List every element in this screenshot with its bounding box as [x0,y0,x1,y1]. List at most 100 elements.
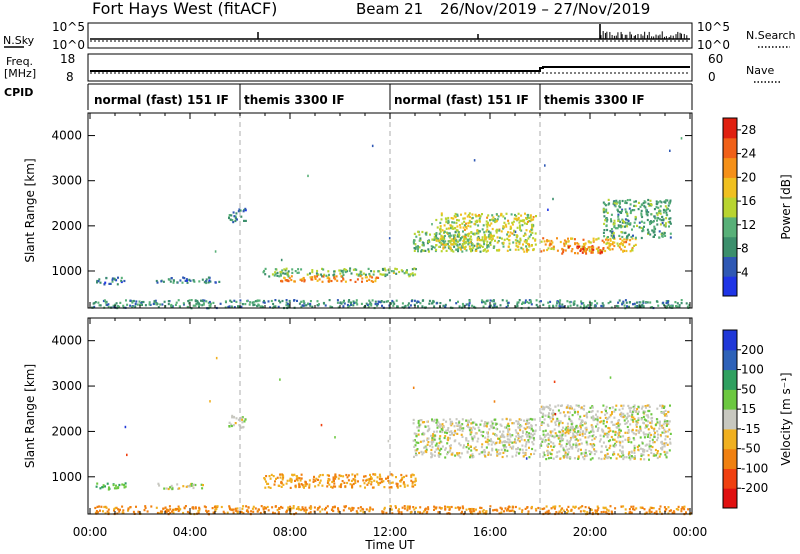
echo-cell [620,505,623,508]
echo-cell [459,246,462,249]
echo-cell [614,205,617,208]
echo-cell [583,304,586,307]
echo-cell [441,445,444,448]
echo-cell [198,303,201,306]
echo-cell [274,268,277,271]
echo-cell [616,227,619,230]
echo-cell [590,245,593,249]
echo-cell [278,507,281,510]
echo-cell [566,508,568,511]
echo-cell [163,300,166,303]
echo-cell [343,299,345,302]
echo-cell [629,203,632,206]
echo-cell [491,424,494,427]
y-axis-label: Slant Range [km] [23,158,37,262]
echo-cell [420,419,423,422]
echo-cell [653,233,656,236]
echo-cell [580,406,583,409]
echo-cell [317,484,320,487]
echo-cell [96,505,99,508]
echo-cell [615,422,618,425]
echo-cell [665,211,668,214]
echo-cell [659,424,662,427]
echo-cell [449,299,451,302]
echo-cell [653,235,655,238]
echo-cell [514,239,517,242]
echo-cell [169,508,172,511]
echo-cell [402,481,405,484]
echo-cell [534,430,537,433]
echo-cell [571,447,574,450]
echo-cell [559,510,562,513]
echo-cell [653,228,656,231]
echo-cell [387,475,390,478]
echo-cell [313,475,315,478]
echo-cell [561,507,564,510]
echo-cell [608,407,611,410]
echo-cell [599,416,602,419]
echo-cell [438,449,441,452]
echo-cell [243,208,245,212]
echo-cell [583,458,586,461]
echo-cell [464,234,467,237]
echo-cell [392,304,395,307]
echo-cell [655,200,658,203]
echo-cell [412,274,415,277]
echo-cell [503,238,506,241]
echo-cell [252,304,255,307]
echo-cell [560,429,563,432]
echo-cell [348,269,351,272]
echo-cell [472,508,475,511]
echo-cell [189,279,192,282]
echo-cell [129,304,132,307]
echo-cell [518,241,521,244]
echo-cell [135,300,138,303]
echo-cell [576,426,579,429]
echo-cell [485,446,488,449]
echo-cell [249,301,252,304]
echo-cell [596,417,599,420]
echo-cell [123,486,126,489]
echo-cell [153,301,156,304]
echo-cell [596,423,599,426]
echo-cell [655,454,658,457]
echo-cell [238,424,241,427]
echo-cell [385,511,388,514]
echo-cell [493,302,496,306]
echo-cell [512,510,515,513]
echo-cell [212,301,215,304]
echo-cell [293,473,296,476]
echo-cell [585,252,588,255]
echo-cell [432,433,435,436]
echo-cell [272,302,275,306]
echo-cell [465,227,468,230]
echo-cell [645,208,648,211]
echo-cell [352,507,355,510]
echo-cell [509,435,512,438]
echo-cell [624,201,627,204]
echo-cell [439,423,441,426]
echo-cell [521,510,523,513]
echo-cell [487,435,490,438]
echo-cell [662,211,665,214]
echo-cell [669,306,672,309]
echo-cell [527,441,530,444]
echo-cell [370,302,373,306]
echo-cell [280,258,283,262]
echo-cell [179,508,182,511]
echo-cell [479,230,481,233]
echo-cell [338,485,341,488]
echo-cell [454,212,457,216]
echo-cell [530,244,533,247]
echo-cell [548,451,551,454]
echo-cell [546,239,549,242]
echo-cell [480,419,483,422]
echo-cell [478,452,481,456]
echo-cell [500,507,503,510]
echo-cell [407,302,410,305]
echo-cell [184,279,187,282]
echo-cell [489,424,492,427]
echo-cell [530,233,532,236]
echo-cell [419,419,422,422]
echo-cell [477,237,480,240]
